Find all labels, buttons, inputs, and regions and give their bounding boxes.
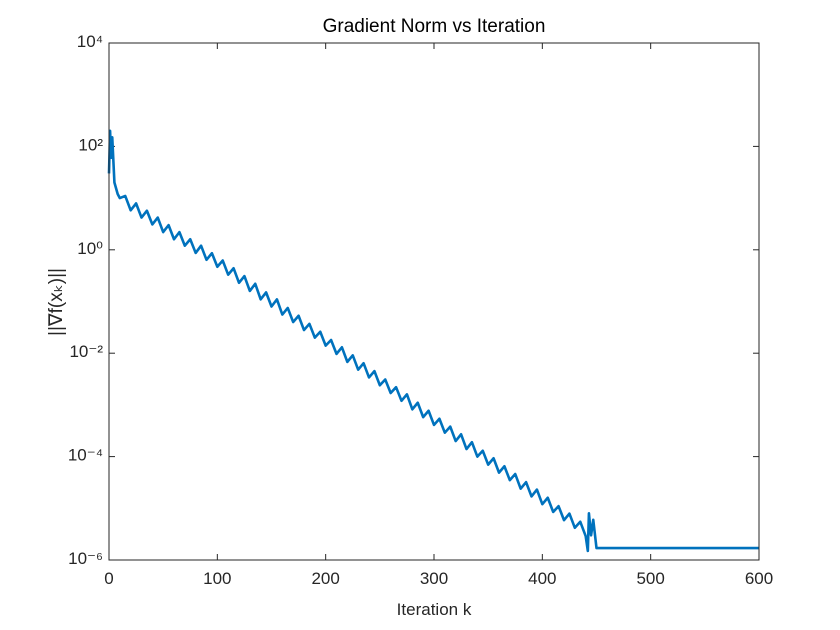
- plot-area: [109, 43, 759, 560]
- x-tick-label: 400: [528, 569, 556, 588]
- x-tick-label: 0: [104, 569, 113, 588]
- chart-title: Gradient Norm vs Iteration: [323, 16, 546, 37]
- y-tick-label: 10⁴: [77, 32, 103, 51]
- y-tick-label: 10²: [78, 135, 103, 154]
- y-tick-label: 10⁻²: [69, 342, 103, 361]
- data-line: [107, 129, 759, 553]
- x-tick-label: 500: [636, 569, 664, 588]
- x-tick-label: 200: [311, 569, 339, 588]
- y-tick-label: 10⁻⁴: [68, 446, 103, 465]
- y-axis-label: ||∇f(xₖ)||: [46, 268, 67, 336]
- x-tick-label: 600: [745, 569, 773, 588]
- y-tick-label: 10⁻⁶: [68, 549, 103, 568]
- axes-box: [108, 42, 760, 561]
- y-tick-label: 10⁰: [77, 239, 103, 258]
- x-tick-label: 100: [203, 569, 231, 588]
- x-tick-label: 300: [420, 569, 448, 588]
- x-axis-label: Iteration k: [397, 600, 472, 619]
